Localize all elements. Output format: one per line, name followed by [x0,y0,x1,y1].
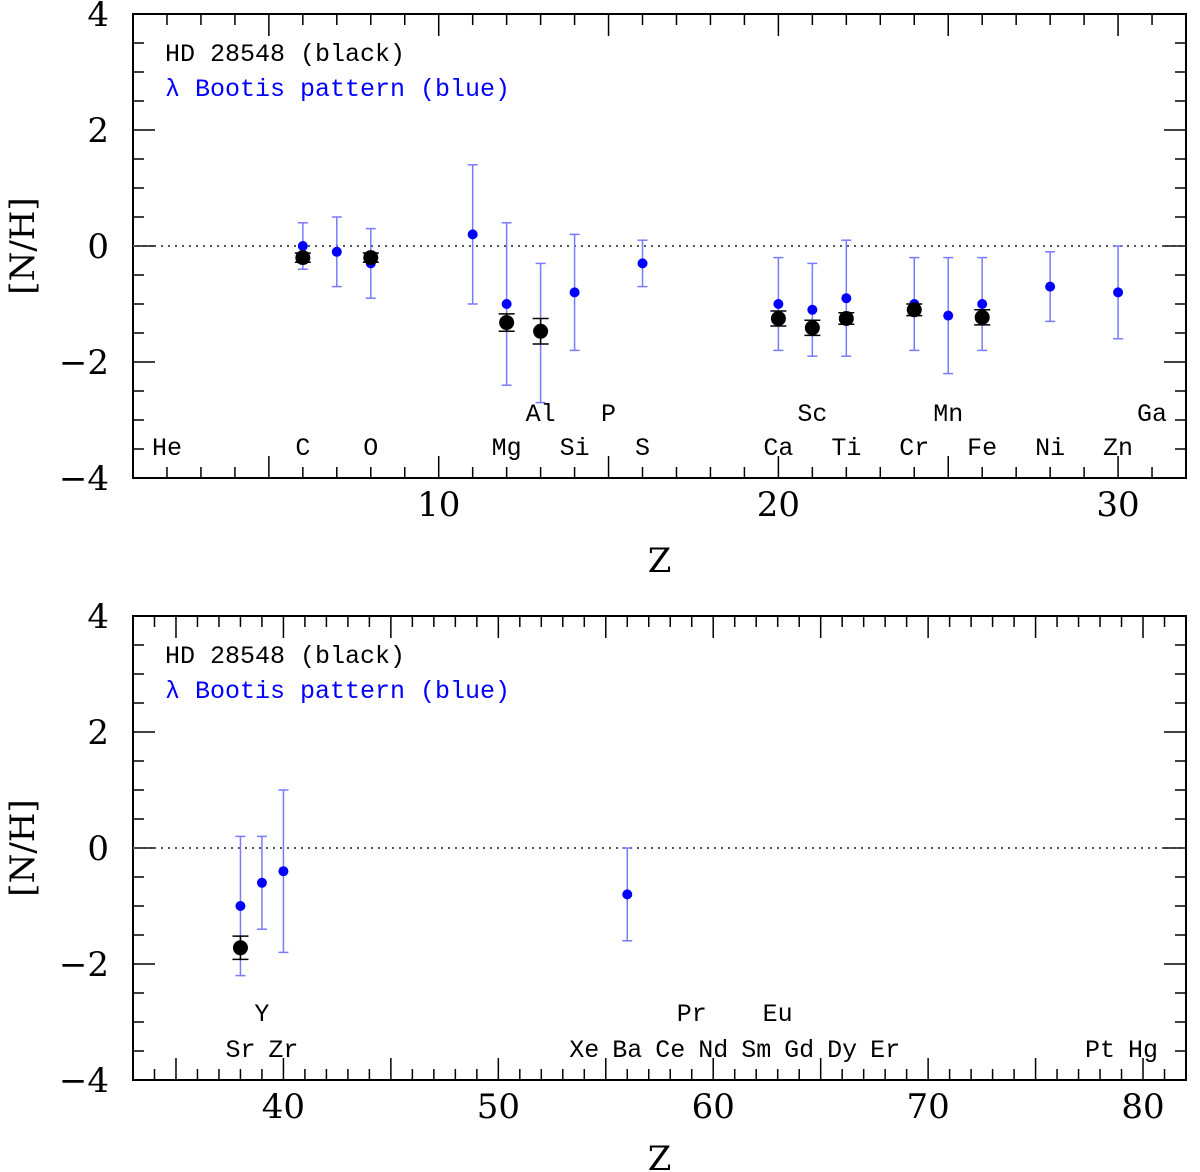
element-label: Sr [225,1036,255,1065]
element-label: Sm [741,1036,771,1065]
panel-bottom: 40 50 60 70 80 −4 −2 0 2 4 Z [N/H] HD 28548 (black) λ… [3,597,1187,1172]
hd28548-point [974,309,990,325]
element-label: Gd [784,1036,814,1065]
lambda-boo-point [1113,287,1124,298]
lambda-boo-point [569,287,580,298]
lambda-boo-point [841,293,852,304]
y-tick-label: 0 [87,227,109,267]
y-tick-label: −4 [59,459,109,499]
x-tick-label: 60 [692,1087,735,1127]
hd28548-point [499,315,515,331]
element-label: O [363,434,378,463]
element-label: C [295,434,310,463]
lambda-boo-point [235,901,246,911]
element-label: Mg [492,434,522,463]
element-label: Ni [1035,434,1065,463]
y-tick-label: −2 [59,343,109,383]
x-axis-title: Z [648,1139,672,1172]
hd28548-point [770,311,786,326]
y-tick-label: −2 [59,945,109,985]
y-tick-label: −4 [59,1061,109,1101]
hd28548-point [804,320,820,336]
element-label: Ga [1137,400,1167,429]
lambda-boo-point [467,229,478,240]
x-tick-label: 70 [906,1087,949,1127]
element-label: Fe [967,434,997,463]
y-tick-label: 2 [87,111,109,151]
y-tick-label: 4 [87,0,109,35]
y-axis-title: [N/H] [3,197,43,294]
lambda-boo-point [1045,281,1056,292]
element-label: Cr [899,434,929,463]
hd28548-point [295,250,311,266]
lambda-boo-point [297,241,308,251]
x-tick-label: 30 [1096,485,1139,525]
element-label: Pr [677,1000,707,1029]
x-tick-label: 80 [1121,1087,1164,1127]
element-label: Al [526,400,556,429]
element-label: Y [254,1000,269,1029]
hd28548-point [838,311,854,326]
lambda-boo-point [331,246,342,257]
y-axis-title: [N/H] [3,799,43,896]
element-label: He [152,434,182,463]
element-label: Er [870,1036,900,1065]
hd28548-point [232,940,248,956]
element-label: Nd [698,1036,728,1065]
element-label: Si [560,434,590,463]
element-label: Ba [612,1036,642,1065]
element-label: Sc [797,400,827,429]
lambda-boo-point [943,310,954,321]
hd28548-point [533,323,549,339]
legend-entry: λ Bootis pattern (blue) [165,677,510,706]
hd28548-point [363,250,379,266]
x-tick-label: 40 [262,1087,305,1127]
element-label: Xe [569,1036,599,1065]
lambda-boo-point [501,299,512,309]
element-label: Dy [827,1036,857,1065]
element-label: Hg [1128,1036,1158,1065]
element-label: Zr [268,1036,298,1065]
y-tick-label: 0 [87,829,109,869]
panel-top: 10 20 30 −4 −2 0 2 4 Z [N/H] HD 28548 (black) λ Boo… [3,0,1187,581]
lambda-boo-point [773,299,784,309]
element-label: Eu [763,1000,793,1029]
element-label: Zn [1103,434,1133,463]
y-tick-label: 2 [87,713,109,753]
legend-entry: HD 28548 (black) [165,40,405,69]
lambda-boo-point [637,258,648,269]
element-label: S [635,434,650,463]
element-label: Ce [655,1036,685,1065]
lambda-boo-point [256,877,267,888]
element-label: P [601,400,616,429]
y-tick-label: 4 [87,597,109,637]
x-axis-title: Z [648,541,672,581]
lambda-boo-point [807,304,818,315]
element-label: Pt [1085,1036,1115,1065]
legend-entry: HD 28548 (black) [165,642,405,671]
element-label: Mn [933,400,963,429]
lambda-boo-point [622,889,633,900]
hd28548-point [906,302,922,318]
x-tick-label: 50 [477,1087,520,1127]
lambda-boo-point [977,299,988,309]
element-label: Ti [831,434,861,463]
lambda-boo-point [278,866,289,877]
x-tick-label: 20 [757,485,800,525]
legend-entry: λ Bootis pattern (blue) [165,75,510,104]
x-tick-label: 10 [417,485,460,525]
element-label: Ca [763,434,793,463]
